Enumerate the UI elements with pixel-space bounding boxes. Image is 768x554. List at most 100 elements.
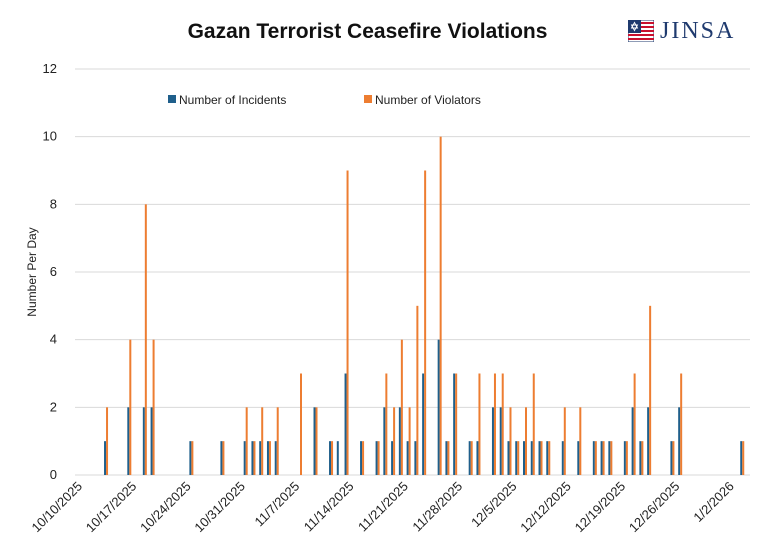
bar-incidents — [561, 441, 564, 475]
x-tick-label: 10/17/2025 — [83, 479, 140, 536]
bar-incidents — [251, 441, 254, 475]
bar-incidents — [189, 441, 192, 475]
bar-violators — [276, 407, 279, 475]
bar-incidents — [360, 441, 363, 475]
bar-violators — [493, 373, 496, 475]
y-tick-label: 2 — [50, 399, 57, 414]
bar-incidents — [608, 441, 611, 475]
bar-violators — [594, 441, 597, 475]
bar-violators — [424, 170, 427, 475]
bar-incidents — [127, 407, 130, 475]
bar-violators — [517, 441, 520, 475]
x-tick-label: 12/19/2025 — [572, 479, 629, 536]
bar-incidents — [344, 373, 347, 475]
bar-incidents — [538, 441, 541, 475]
bar-incidents — [414, 441, 417, 475]
x-tick-label: 10/24/2025 — [137, 479, 194, 536]
bar-violators — [346, 170, 349, 475]
bar-incidents — [391, 441, 394, 475]
bar-incidents — [678, 407, 681, 475]
bar-violators — [563, 407, 566, 475]
bar-violators — [540, 441, 543, 475]
x-tick-labels: 10/10/202510/17/202510/24/202510/31/2025… — [28, 479, 736, 536]
legend-label-violators: Number of Violators — [375, 93, 481, 107]
bar-incidents — [507, 441, 510, 475]
y-tick-label: 0 — [50, 467, 57, 482]
bar-incidents — [274, 441, 277, 475]
bar-incidents — [623, 441, 626, 475]
bar-incidents — [670, 441, 673, 475]
bar-incidents — [468, 441, 471, 475]
bar-violators — [548, 441, 551, 475]
bar-incidents — [406, 441, 409, 475]
bar-violators — [633, 373, 636, 475]
bar-violators — [501, 373, 504, 475]
bar-violators — [525, 407, 527, 475]
bar-violators — [393, 407, 396, 475]
bar-violators — [680, 373, 683, 475]
x-tick-label: 1/2/2026 — [690, 479, 736, 525]
y-tick-label: 10 — [43, 129, 57, 144]
bar-incidents — [491, 407, 494, 475]
y-tick-labels: 0 2 4 6 8 10 12 — [43, 61, 57, 482]
bar-violators — [455, 373, 458, 475]
gridlines — [75, 68, 750, 476]
x-tick-label: 12/26/2025 — [626, 479, 683, 536]
bars — [104, 136, 745, 476]
legend-swatch-violators — [364, 95, 372, 103]
bar-violators — [222, 441, 225, 475]
bar-violators — [253, 441, 256, 475]
bar-violators — [470, 441, 473, 475]
x-tick-label: 12/12/2025 — [517, 479, 574, 536]
bar-incidents — [398, 407, 401, 475]
x-tick-label: 10/10/2025 — [28, 479, 85, 536]
bar-violators — [625, 441, 628, 475]
bar-incidents — [530, 441, 533, 475]
bar-incidents — [104, 441, 107, 475]
bar-incidents — [336, 441, 339, 475]
bar-incidents — [546, 441, 549, 475]
bar-incidents — [375, 441, 378, 475]
bar-violators — [144, 204, 147, 476]
bar-violators — [641, 441, 644, 475]
bar-incidents — [476, 441, 479, 475]
bar-incidents — [437, 339, 440, 475]
bar-incidents — [266, 441, 269, 475]
bar-violators — [649, 305, 652, 475]
flag-icon — [628, 20, 654, 42]
bar-violators — [447, 441, 450, 475]
bar-incidents — [631, 407, 634, 475]
legend: Number of Incidents Number of Violators — [168, 93, 481, 107]
x-tick-label: 11/21/2025 — [355, 479, 411, 535]
bar-incidents — [243, 441, 246, 475]
bar-violators — [439, 136, 442, 475]
x-tick-label: 11/14/2025 — [301, 479, 357, 535]
bar-violators — [602, 441, 605, 475]
bar-violators — [400, 339, 403, 475]
bar-incidents — [515, 441, 518, 475]
y-tick-label: 4 — [50, 332, 57, 347]
x-tick-label: 10/31/2025 — [191, 479, 248, 536]
x-tick-label: 11/28/2025 — [409, 479, 465, 535]
bar-incidents — [577, 441, 580, 475]
bar-incidents — [740, 441, 743, 475]
bar-incidents — [220, 441, 223, 475]
bar-incidents — [600, 441, 603, 475]
bar-violators — [331, 441, 334, 475]
bar-violators — [579, 407, 582, 475]
brand-name: JINSA — [660, 17, 736, 44]
bar-violators — [610, 441, 613, 475]
bar-violators — [408, 407, 411, 475]
bar-violators — [672, 441, 675, 475]
bar-incidents — [592, 441, 595, 475]
bar-violators — [416, 305, 419, 475]
bar-violators — [742, 441, 745, 475]
bar-incidents — [647, 407, 650, 475]
bar-incidents — [422, 373, 425, 475]
bar-violators — [315, 407, 318, 475]
bar-incidents — [313, 407, 316, 475]
bar-incidents — [142, 407, 145, 475]
bar-incidents — [453, 373, 456, 475]
y-tick-label: 8 — [50, 196, 57, 211]
